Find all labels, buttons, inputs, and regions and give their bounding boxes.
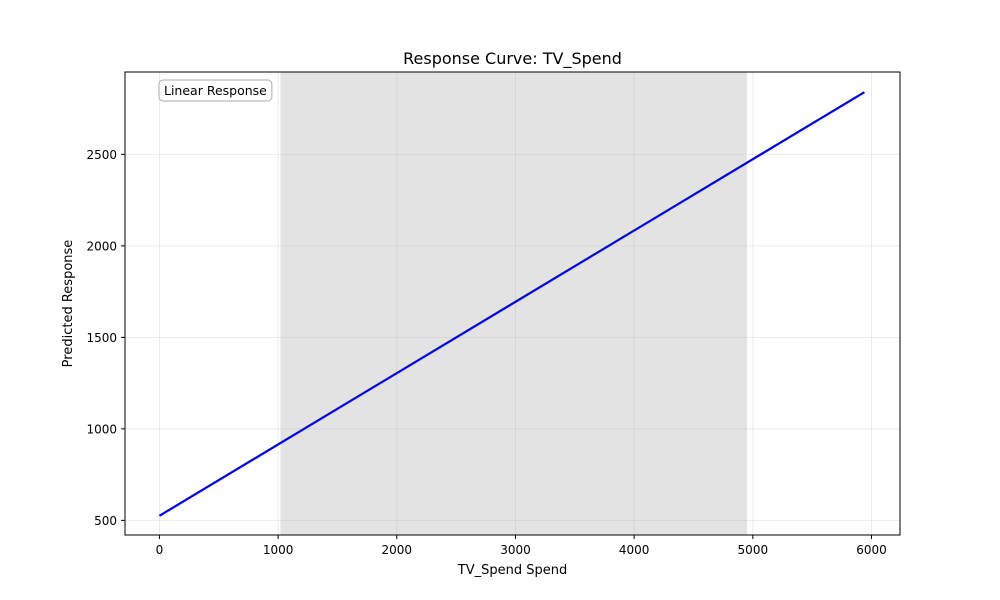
x-tick-label: 0 [156,543,164,557]
grid-layer [125,72,900,535]
plot-area-frame [124,71,901,536]
y-tick-label: 500 [94,514,117,528]
x-tick-label: 1000 [263,543,294,557]
x-tick-label: 5000 [738,543,769,557]
x-tick-label: 2000 [382,543,413,557]
x-tick-label: 4000 [619,543,650,557]
x-axis-label: TV_Spend Spend [457,563,567,578]
y-tick-label: 2500 [86,148,117,162]
annotation-box-frame [158,79,273,102]
y-tick-label: 2000 [86,239,117,253]
y-axis-label: Predicted Response [61,240,76,368]
x-tick-label: 3000 [500,543,531,557]
chart-title: Response Curve: TV_Spend [403,49,622,69]
x-tick-label: 6000 [856,543,887,557]
series-line [158,91,865,517]
annotation-text: Linear Response [164,83,267,98]
series-layer [158,91,865,517]
y-tick-label: 1000 [86,422,117,436]
annotation-box: Linear Response [158,79,273,102]
tick-layer: 0 1000 2000 3000 4000 5000 6000 500 1000 1500 2000… [86,148,886,557]
y-tick-label: 1500 [86,331,117,345]
